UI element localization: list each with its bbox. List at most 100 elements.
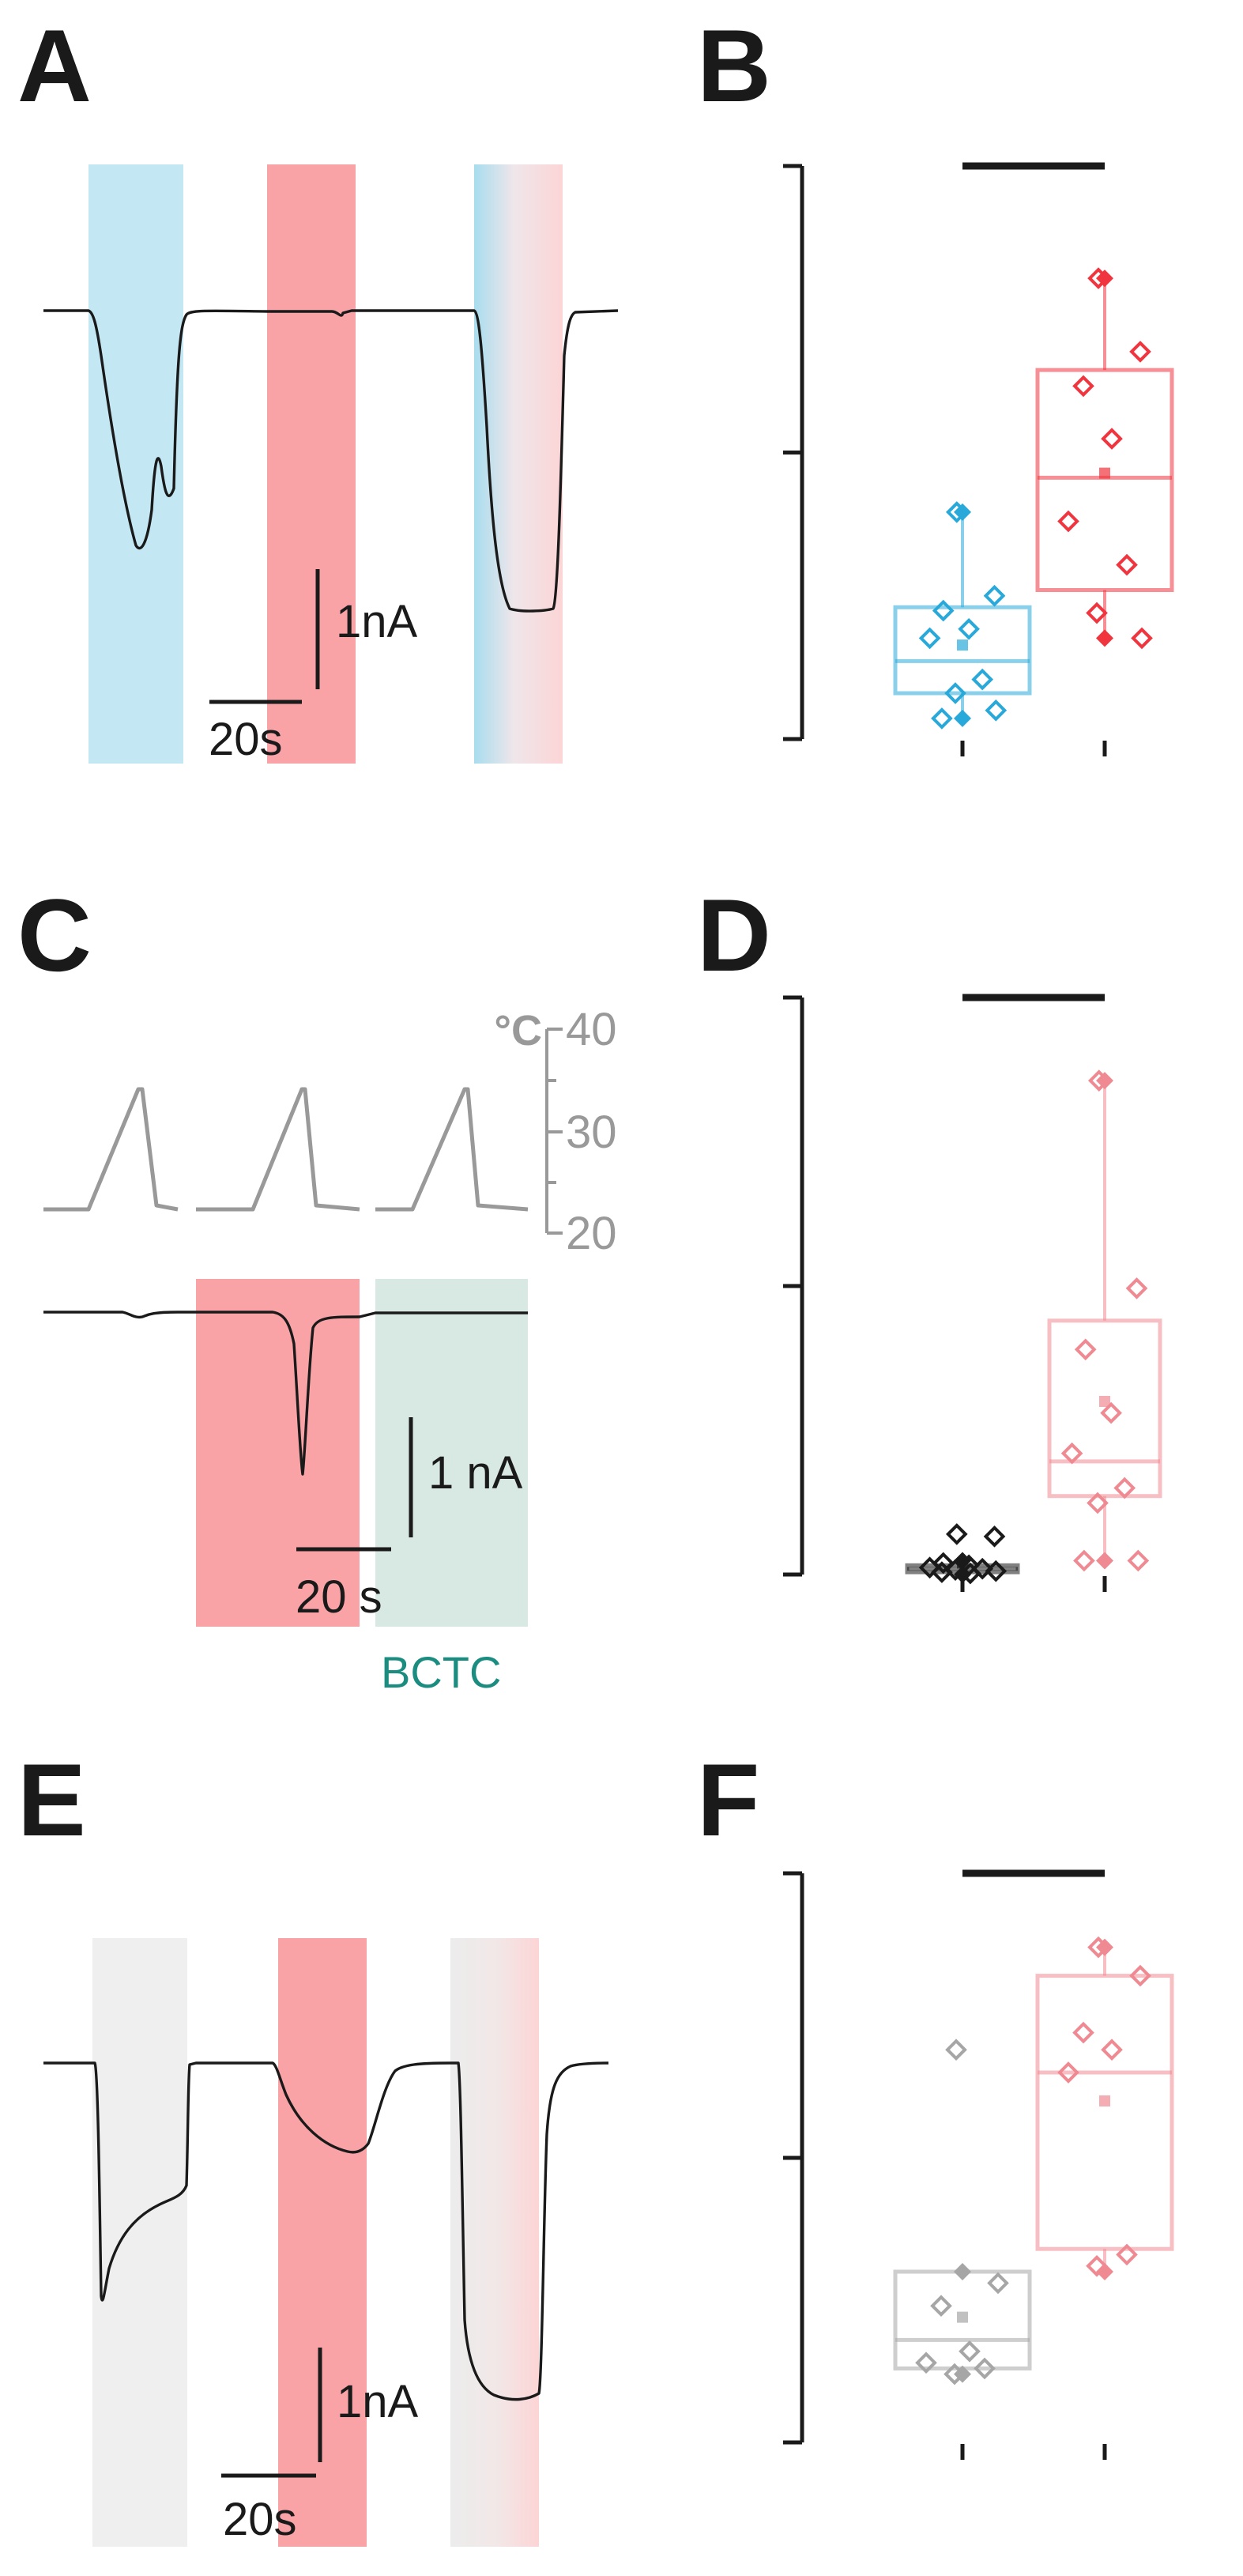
data-point	[1072, 2021, 1094, 2044]
panel-label-d: D	[697, 877, 771, 993]
data-point	[1087, 267, 1109, 289]
mean-marker	[1099, 2095, 1110, 2106]
whisker-cap	[1096, 2263, 1113, 2280]
data-point	[945, 2039, 967, 2061]
whisker-cap	[954, 2263, 971, 2280]
mean-marker	[1099, 467, 1110, 479]
data-point	[944, 2363, 966, 2386]
data-point	[1086, 602, 1108, 624]
data-point	[971, 1557, 994, 1580]
temperature-axis-c: 40 30 20 °C	[494, 1004, 616, 1259]
combined-band-a	[474, 164, 563, 764]
heat-band-a	[267, 164, 356, 764]
whisker-cap	[954, 503, 971, 521]
data-point	[1116, 553, 1138, 576]
whisker-cap	[1096, 1552, 1113, 1570]
data-point	[1101, 2039, 1123, 2061]
data-point	[1116, 2243, 1138, 2266]
data-point	[915, 2352, 937, 2374]
scalebar-time-label-a: 20s	[209, 714, 283, 765]
data-point	[944, 682, 966, 704]
whisker-cap	[1096, 270, 1113, 288]
data-point	[1129, 341, 1151, 363]
data-point	[971, 668, 994, 691]
box-iqr	[1035, 1974, 1174, 2251]
agonist-band-a1	[89, 164, 183, 764]
data-point	[1073, 1549, 1095, 1572]
data-point	[1131, 627, 1153, 650]
data-point	[985, 699, 1008, 722]
mean-marker	[957, 639, 968, 651]
scalebar-current-label-e: 1nA	[337, 2376, 419, 2427]
temp-tick-30: 30	[566, 1107, 617, 1158]
data-point	[1127, 1549, 1150, 1572]
current-trace-e	[43, 2061, 609, 2401]
antagonist-label: BCTC	[381, 1647, 501, 1697]
data-point	[932, 599, 955, 622]
data-point	[931, 707, 953, 730]
panel-label-f: F	[697, 1742, 759, 1858]
mean-marker	[957, 2311, 968, 2323]
data-point	[1129, 1964, 1151, 1987]
whisker-cap	[1096, 1072, 1113, 1090]
panel-label-e: E	[17, 1742, 86, 1858]
current-trace-c	[43, 1311, 528, 1476]
data-point	[958, 1554, 980, 1577]
scalebar-e: 1nA 20s	[221, 2348, 419, 2545]
data-point	[987, 2272, 1009, 2295]
whisker-cap	[1096, 1938, 1113, 1956]
mean-marker	[1099, 1396, 1110, 1407]
agonist-band-e	[92, 1938, 187, 2547]
temp-tick-40: 40	[566, 1004, 617, 1055]
data-point	[945, 1523, 968, 1545]
data-point	[985, 1560, 1008, 1582]
data-point	[945, 501, 968, 523]
scalebar-a: 1nA 20s	[209, 569, 418, 765]
data-point	[931, 1561, 953, 1583]
data-point	[983, 584, 1006, 607]
data-point	[1125, 1277, 1148, 1299]
temp-unit-label: °C	[494, 1007, 542, 1054]
data-point	[983, 1525, 1006, 1548]
box-iqr	[1047, 1318, 1162, 1499]
scalebar-c: 1 nA 20 s	[296, 1417, 523, 1623]
scalebar-current-label-c: 1 nA	[428, 1447, 523, 1499]
antagonist-band-c	[375, 1279, 528, 1627]
whisker-cap	[1096, 629, 1113, 647]
data-point	[1087, 1492, 1109, 1514]
data-point	[930, 2295, 952, 2318]
data-point	[959, 2340, 981, 2363]
data-point	[959, 1562, 981, 1585]
temp-tick-20: 20	[566, 1208, 617, 1259]
data-point	[974, 2357, 996, 2380]
scalebar-time-label-e: 20s	[223, 2494, 297, 2545]
box-iqr	[1035, 368, 1174, 592]
panel-label-b: B	[697, 8, 771, 123]
temperature-trace-c	[43, 1087, 529, 1212]
data-point	[1057, 510, 1079, 533]
data-point	[1087, 1936, 1109, 1959]
heat-band-e	[278, 1938, 367, 2547]
panel-label-a: A	[17, 8, 92, 123]
data-point	[1074, 1338, 1097, 1361]
scalebar-time-label-c: 20 s	[296, 1571, 382, 1623]
data-point	[1101, 428, 1123, 450]
box-chart-d	[783, 994, 1162, 1592]
scalebar-current-label-a: 1nA	[336, 596, 418, 647]
combined-band-e	[450, 1938, 539, 2547]
panel-label-c: C	[17, 877, 92, 993]
data-point	[1057, 2061, 1079, 2084]
data-point	[944, 1559, 966, 1581]
whisker-cap	[954, 709, 971, 727]
data-point	[1086, 2254, 1108, 2277]
box-chart-f	[783, 1869, 1174, 2460]
data-point	[918, 627, 941, 650]
box-chart-b	[783, 162, 1174, 756]
data-point	[1060, 1442, 1083, 1465]
data-point	[932, 1552, 955, 1575]
data-point	[1087, 1069, 1110, 1092]
data-point	[918, 1556, 941, 1579]
heat-band-c	[196, 1279, 360, 1627]
data-point	[958, 617, 980, 640]
